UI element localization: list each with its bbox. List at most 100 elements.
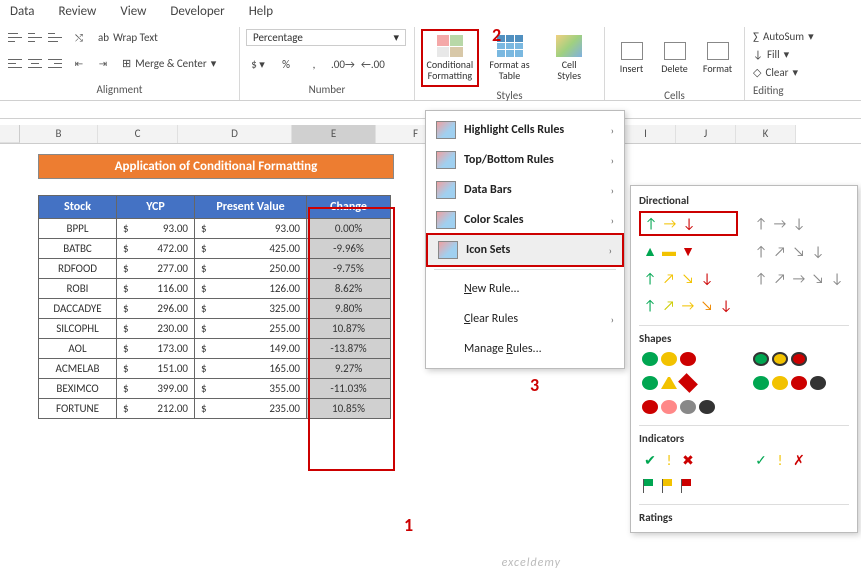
dec-decimal-icon[interactable]: ←.00 [360,55,386,75]
ycp-cell: 173.00 [131,339,195,359]
iconset-3triangles[interactable]: ▲▬▼ [639,240,738,263]
iconset-3symbols-circled[interactable]: ✔!✖ [639,449,738,472]
conditional-formatting-icon [437,35,463,57]
icon-sets-panel: Directional ↑→↓ ↑→↓ ▲▬▼ ↑↗↘↓ ↑↗↘↓ ↑↗→↘↓ … [630,185,858,533]
iconset-3arrows-gray[interactable]: ↑→↓ [750,211,849,236]
cell-styles-button[interactable]: Cell Styles [540,29,598,87]
table-row: BEXIMCO$399.00$355.00-11.03% [39,379,391,399]
currency-symbol: $ [195,399,209,419]
iconset-4arrows-color[interactable]: ↑↗↘↓ [639,267,738,290]
wrap-text-button[interactable]: abWrap Text [94,30,162,45]
pv-cell: 165.00 [209,359,307,379]
table-row: RDFOOD$277.00$250.00-9.75% [39,259,391,279]
menu-review[interactable]: Review [59,4,97,19]
iconset-4arrows-gray[interactable]: ↑↗↘↓ [750,240,849,263]
stock-cell: BPPL [39,219,117,239]
percent-icon[interactable]: % [274,55,298,75]
cf-menu-item[interactable]: Manage Rules... [426,334,624,364]
align-right-icon[interactable] [46,55,64,71]
cells-group-label: Cells [611,87,738,104]
data-table: StockYCPPresent ValueChangeBPPL$93.00$93… [38,195,391,419]
ratings-label: Ratings [639,509,849,526]
number-format-select[interactable]: Percentage▾ [246,29,406,46]
currency-symbol: $ [195,379,209,399]
iconset-3signs[interactable] [639,373,738,393]
change-cell: 10.87% [307,319,391,339]
column-header-K[interactable]: K [736,125,796,143]
clear-button[interactable]: ◇ Clear ▾ [751,65,829,80]
format-as-table-button[interactable]: Format as Table [481,29,539,87]
title-cell: Application of Conditional Formatting [38,154,394,179]
comma-icon[interactable]: , [302,55,326,75]
inc-decimal-icon[interactable]: .00→ [330,55,356,75]
orientation-icon[interactable]: ⤭ [70,29,88,45]
ycp-cell: 296.00 [131,299,195,319]
currency-icon[interactable]: $ ▾ [246,55,270,75]
ribbon: ⤭ abWrap Text ⇤ ⇥ ⊞Merge & Center ▾ Alig… [0,23,861,101]
table-row: BPPL$93.00$93.000.00% [39,219,391,239]
column-header-J[interactable]: J [676,125,736,143]
alignment-group-label: Alignment [6,81,233,98]
indent-dec-icon[interactable]: ⇤ [70,55,88,71]
cell-styles-icon [556,35,582,57]
currency-symbol: $ [117,279,131,299]
cf-menu-item[interactable]: Color Scales› [426,205,624,235]
cf-menu-item[interactable]: Data Bars› [426,175,624,205]
stock-cell: RDFOOD [39,259,117,279]
column-header-I[interactable]: I [616,125,676,143]
column-header-B[interactable]: B [20,125,98,143]
table-header: Stock [39,196,117,219]
align-left-icon[interactable] [6,55,24,71]
menu-item-icon [436,280,456,298]
cf-menu-item[interactable]: Highlight Cells Rules› [426,115,624,145]
menu-item-icon [436,310,456,328]
stock-cell: BEXIMCO [39,379,117,399]
fill-button[interactable]: ↓ Fill ▾ [751,47,829,62]
column-header-E[interactable]: E [292,125,376,143]
watermark: exceldemy [502,556,561,570]
merge-center-button[interactable]: ⊞Merge & Center ▾ [118,56,220,71]
menu-data[interactable]: Data [10,4,35,19]
menu-view[interactable]: View [120,4,146,19]
column-header-D[interactable]: D [178,125,292,143]
stock-cell: ROBI [39,279,117,299]
iconset-5arrows-color[interactable]: ↑↗→↘↓ [639,294,738,317]
cf-menu-item[interactable]: Clear Rules› [426,304,624,334]
iconset-redtoblack[interactable] [639,397,738,417]
indicators-label: Indicators [639,430,849,447]
iconset-3flags[interactable]: .flag::after{background:var(--c)} [639,476,738,496]
insert-button[interactable]: Insert [611,29,652,87]
table-row: DACCADYE$296.00$325.009.80% [39,299,391,319]
column-header-C[interactable]: C [98,125,178,143]
align-center-icon[interactable] [26,55,44,71]
menu-developer[interactable]: Developer [170,4,224,19]
iconset-4trafficlights[interactable] [750,373,849,393]
pv-cell: 235.00 [209,399,307,419]
stock-cell: SILCOPHL [39,319,117,339]
conditional-formatting-button[interactable]: Conditional Formatting [421,29,479,87]
delete-button[interactable]: Delete [654,29,695,87]
menu-item-icon [436,121,456,139]
menu-help[interactable]: Help [249,4,273,19]
currency-symbol: $ [195,239,209,259]
align-bot-icon[interactable] [46,29,64,45]
cf-menu-item[interactable]: New Rule... [426,274,624,304]
cf-menu-item[interactable]: Top/Bottom Rules› [426,145,624,175]
iconset-5arrows-gray[interactable]: ↑↗→↘↓ [750,267,849,290]
format-button[interactable]: Format [697,29,738,87]
table-header: Change [307,196,391,219]
iconset-3trafficlights[interactable] [639,349,738,369]
iconset-3symbols[interactable]: ✓!✗ [750,449,849,472]
ycp-cell: 399.00 [131,379,195,399]
align-mid-icon[interactable] [26,29,44,45]
delete-icon [664,42,686,60]
currency-symbol: $ [195,359,209,379]
stock-cell: DACCADYE [39,299,117,319]
indent-inc-icon[interactable]: ⇥ [94,55,112,71]
align-top-icon[interactable] [6,29,24,45]
cf-menu-item[interactable]: Icon Sets› [426,233,624,267]
format-icon [707,42,729,60]
iconset-3arrows-color[interactable]: ↑→↓ [639,211,738,236]
autosum-button[interactable]: ∑ AutoSum ▾ [751,29,829,44]
iconset-3trafficlights-rimmed[interactable] [750,349,849,369]
